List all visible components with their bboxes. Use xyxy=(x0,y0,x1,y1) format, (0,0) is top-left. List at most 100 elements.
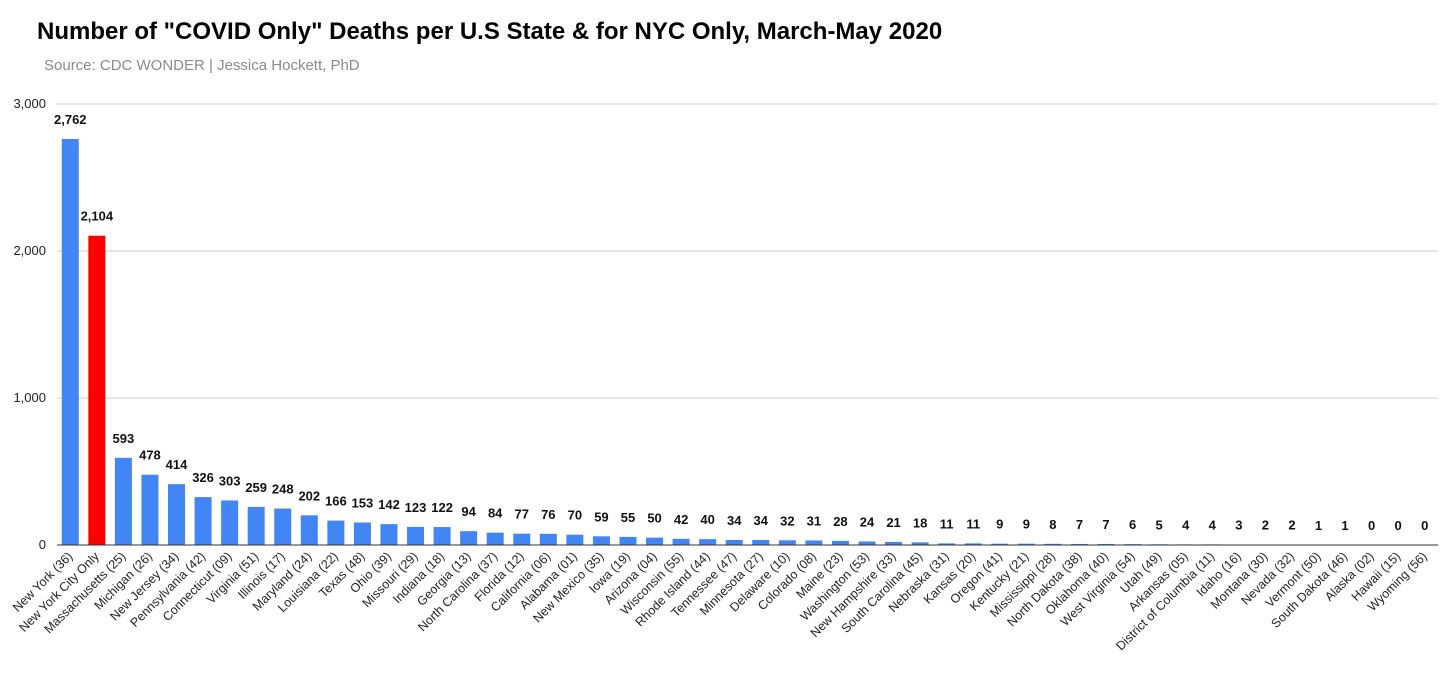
bar xyxy=(619,536,637,545)
data-label: 70 xyxy=(568,508,582,523)
data-label: 11 xyxy=(940,516,954,531)
bar xyxy=(699,539,717,545)
bar xyxy=(991,543,1009,545)
data-label: 32 xyxy=(780,513,794,528)
data-label: 248 xyxy=(272,482,294,497)
bar xyxy=(88,235,106,545)
bar xyxy=(61,138,79,545)
y-tick-label: 3,000 xyxy=(13,96,46,111)
data-label: 593 xyxy=(113,431,135,446)
data-label: 8 xyxy=(1049,517,1056,532)
data-label: 6 xyxy=(1129,517,1136,532)
data-label: 94 xyxy=(461,504,476,519)
bar xyxy=(858,541,876,545)
bar xyxy=(168,484,186,545)
data-label: 28 xyxy=(833,514,847,529)
bar xyxy=(300,515,318,545)
data-label: 3 xyxy=(1235,518,1242,533)
data-label: 7 xyxy=(1102,517,1109,532)
data-label: 2 xyxy=(1288,518,1295,533)
bar xyxy=(778,540,796,545)
bar xyxy=(327,520,345,545)
data-label: 5 xyxy=(1156,517,1163,532)
bar xyxy=(407,526,425,545)
bar xyxy=(672,538,690,545)
data-label: 202 xyxy=(298,488,320,503)
data-label: 11 xyxy=(966,516,980,531)
data-label: 142 xyxy=(378,497,400,512)
bar xyxy=(566,534,584,545)
chart-subtitle: Source: CDC WONDER | Jessica Hockett, Ph… xyxy=(44,57,360,74)
data-label: 18 xyxy=(913,515,927,530)
data-label: 166 xyxy=(325,494,347,509)
bar xyxy=(938,543,956,545)
bar xyxy=(646,537,664,545)
bar xyxy=(194,497,212,545)
data-label: 59 xyxy=(594,509,608,524)
y-tick-label: 1,000 xyxy=(13,390,46,405)
gridlines xyxy=(57,103,1438,399)
bar xyxy=(114,457,132,545)
bar xyxy=(141,474,159,545)
bar xyxy=(1017,543,1035,545)
data-label: 9 xyxy=(996,517,1003,532)
bar xyxy=(1044,543,1062,545)
bar xyxy=(805,540,823,545)
bar xyxy=(592,536,610,545)
data-label: 55 xyxy=(621,510,635,525)
bar xyxy=(1097,543,1115,545)
bar xyxy=(247,506,265,545)
data-label: 1 xyxy=(1341,518,1348,533)
y-tick-label: 2,000 xyxy=(13,243,46,258)
data-label: 34 xyxy=(727,513,742,528)
data-label: 84 xyxy=(488,506,503,521)
data-label: 31 xyxy=(807,513,821,528)
bar xyxy=(380,524,398,545)
data-label: 40 xyxy=(700,512,714,527)
bar xyxy=(911,542,929,545)
data-label: 326 xyxy=(192,470,214,485)
bar xyxy=(725,540,743,545)
data-label: 259 xyxy=(245,480,267,495)
bar xyxy=(831,540,849,545)
bar xyxy=(752,540,770,545)
bar xyxy=(433,527,451,545)
data-label: 76 xyxy=(541,507,555,522)
data-label: 414 xyxy=(166,457,188,472)
data-label: 2,762 xyxy=(54,112,87,127)
bar xyxy=(964,543,982,545)
data-label: 7 xyxy=(1076,517,1083,532)
bar xyxy=(1070,543,1088,545)
data-label: 0 xyxy=(1421,518,1428,533)
data-label: 1 xyxy=(1315,518,1322,533)
data-label: 21 xyxy=(886,515,900,530)
data-label: 77 xyxy=(515,507,529,522)
data-label: 303 xyxy=(219,473,241,488)
data-label: 122 xyxy=(431,500,453,515)
data-label: 9 xyxy=(1023,517,1030,532)
bar xyxy=(460,531,478,545)
data-label: 24 xyxy=(860,514,875,529)
data-label: 2,104 xyxy=(81,209,114,224)
data-label: 42 xyxy=(674,512,688,527)
data-label: 50 xyxy=(647,511,661,526)
data-label: 2 xyxy=(1262,518,1269,533)
y-tick-label: 0 xyxy=(39,537,46,552)
bar xyxy=(513,533,531,545)
x-axis: New York (36)New York City OnlyMassachus… xyxy=(10,549,1430,654)
y-axis: 0 1,000 2,000 3,000 xyxy=(13,96,46,552)
bar xyxy=(274,508,292,545)
bar xyxy=(539,533,557,545)
chart-title: Number of "COVID Only" Deaths per U.S St… xyxy=(37,18,943,45)
data-label: 478 xyxy=(139,448,161,463)
data-label: 4 xyxy=(1209,517,1217,532)
bar xyxy=(353,522,371,545)
data-label: 0 xyxy=(1395,518,1402,533)
data-label: 34 xyxy=(754,513,769,528)
bars xyxy=(61,138,1354,545)
data-label: 153 xyxy=(352,496,374,511)
data-label: 4 xyxy=(1182,517,1190,532)
bar xyxy=(221,500,239,545)
